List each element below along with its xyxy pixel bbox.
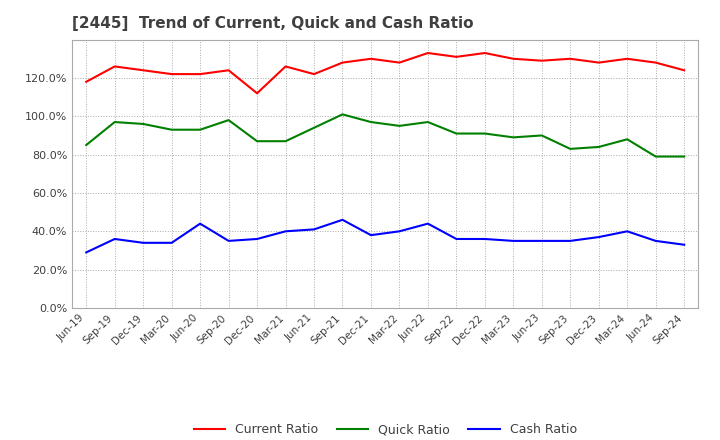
Quick Ratio [595, 144, 603, 150]
Current Ratio [366, 56, 375, 62]
Current Ratio [566, 56, 575, 62]
Current Ratio [509, 56, 518, 62]
Cash Ratio [509, 238, 518, 244]
Quick Ratio [196, 127, 204, 132]
Cash Ratio [680, 242, 688, 247]
Cash Ratio [480, 236, 489, 242]
Current Ratio [310, 71, 318, 77]
Current Ratio [595, 60, 603, 65]
Current Ratio [338, 60, 347, 65]
Cash Ratio [338, 217, 347, 223]
Current Ratio [110, 64, 119, 69]
Cash Ratio [423, 221, 432, 226]
Cash Ratio [310, 227, 318, 232]
Current Ratio [480, 50, 489, 55]
Cash Ratio [110, 236, 119, 242]
Current Ratio [623, 56, 631, 62]
Current Ratio [452, 54, 461, 59]
Quick Ratio [253, 139, 261, 144]
Quick Ratio [310, 125, 318, 130]
Current Ratio [82, 79, 91, 84]
Current Ratio [537, 58, 546, 63]
Current Ratio [167, 71, 176, 77]
Quick Ratio [110, 119, 119, 125]
Cash Ratio [82, 250, 91, 255]
Cash Ratio [253, 236, 261, 242]
Quick Ratio [623, 137, 631, 142]
Quick Ratio [82, 143, 91, 148]
Quick Ratio [395, 123, 404, 128]
Cash Ratio [167, 240, 176, 246]
Cash Ratio [282, 229, 290, 234]
Cash Ratio [196, 221, 204, 226]
Current Ratio [652, 60, 660, 65]
Cash Ratio [652, 238, 660, 244]
Quick Ratio [509, 135, 518, 140]
Line: Quick Ratio: Quick Ratio [86, 114, 684, 157]
Cash Ratio [452, 236, 461, 242]
Text: [2445]  Trend of Current, Quick and Cash Ratio: [2445] Trend of Current, Quick and Cash … [72, 16, 474, 32]
Quick Ratio [338, 112, 347, 117]
Cash Ratio [537, 238, 546, 244]
Quick Ratio [566, 146, 575, 151]
Line: Cash Ratio: Cash Ratio [86, 220, 684, 253]
Current Ratio [196, 71, 204, 77]
Quick Ratio [537, 133, 546, 138]
Cash Ratio [395, 229, 404, 234]
Quick Ratio [366, 119, 375, 125]
Cash Ratio [595, 235, 603, 240]
Current Ratio [225, 68, 233, 73]
Quick Ratio [139, 121, 148, 127]
Quick Ratio [423, 119, 432, 125]
Cash Ratio [366, 232, 375, 238]
Quick Ratio [480, 131, 489, 136]
Cash Ratio [566, 238, 575, 244]
Quick Ratio [452, 131, 461, 136]
Cash Ratio [225, 238, 233, 244]
Cash Ratio [139, 240, 148, 246]
Quick Ratio [167, 127, 176, 132]
Quick Ratio [225, 117, 233, 123]
Current Ratio [395, 60, 404, 65]
Quick Ratio [652, 154, 660, 159]
Current Ratio [423, 50, 432, 55]
Legend: Current Ratio, Quick Ratio, Cash Ratio: Current Ratio, Quick Ratio, Cash Ratio [189, 418, 582, 440]
Current Ratio [680, 68, 688, 73]
Current Ratio [253, 91, 261, 96]
Current Ratio [282, 64, 290, 69]
Quick Ratio [680, 154, 688, 159]
Cash Ratio [623, 229, 631, 234]
Quick Ratio [282, 139, 290, 144]
Current Ratio [139, 68, 148, 73]
Line: Current Ratio: Current Ratio [86, 53, 684, 93]
